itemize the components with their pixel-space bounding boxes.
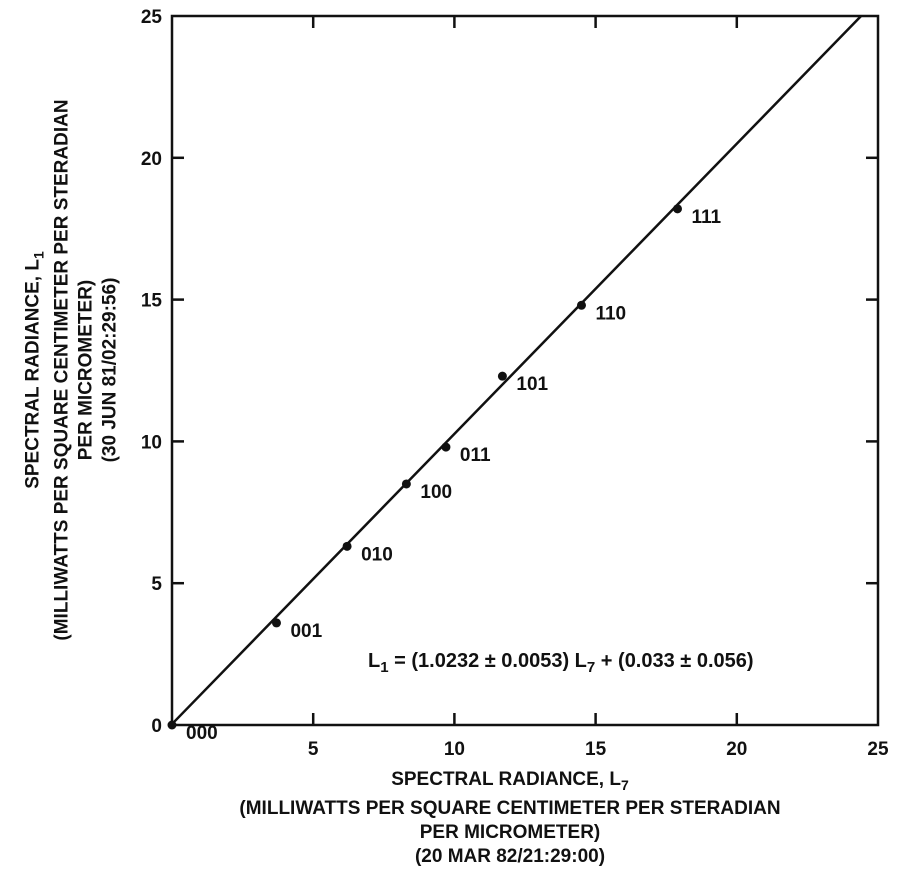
equation-rhs-sub: 7 — [586, 659, 596, 676]
y-axis-title: SPECTRAL RADIANCE, L1 — [22, 0, 51, 750]
y-axis-units: (MILLIWATTS PER SQUARE CENTIMETER PER ST… — [51, 99, 73, 641]
point-label: 001 — [290, 621, 322, 642]
axis-ticks — [172, 16, 878, 725]
equation-intercept: + (0.033 ± 0.056) — [595, 650, 754, 672]
x-tick-label: 25 — [867, 739, 889, 760]
y-tick-label: 20 — [141, 149, 162, 170]
x-axis-label: SPECTRAL RADIANCE, L7 (MILLIWATTS PER SQ… — [130, 768, 890, 869]
plot-border — [170, 14, 880, 727]
x-axis-units-cont: PER MICROMETER) — [419, 821, 601, 843]
point-label: 000 — [186, 723, 218, 744]
x-axis-title-text: SPECTRAL RADIANCE, L — [391, 769, 621, 790]
point-label: 011 — [460, 445, 491, 466]
y-axis-date: (30 JUN 81/02:29:56) — [99, 277, 121, 463]
equation-lhs: L — [368, 650, 381, 672]
point-label: 010 — [361, 544, 393, 565]
data-point — [576, 300, 586, 310]
x-tick-label: 15 — [585, 739, 607, 760]
data-point — [497, 371, 507, 381]
data-point — [441, 442, 451, 452]
x-axis-title: SPECTRAL RADIANCE, L7 — [130, 768, 890, 797]
regression-line — [171, 15, 862, 725]
equation-lhs-sub: 1 — [380, 659, 389, 676]
y-tick-label: 15 — [141, 291, 163, 312]
data-point — [167, 720, 177, 730]
point-label: 101 — [516, 374, 548, 395]
tick-labels: 5 10 15 20 25 0 5 10 15 20 25 — [141, 7, 889, 760]
y-axis-title-text: SPECTRAL RADIANCE, L — [22, 259, 44, 489]
y-tick-label: 25 — [141, 7, 163, 28]
data-point — [342, 541, 352, 551]
data-point — [401, 479, 411, 489]
plot-frame — [170, 14, 880, 727]
data-point — [271, 618, 281, 628]
x-axis-units: (MILLIWATTS PER SQUARE CENTIMETER PER ST… — [239, 797, 781, 819]
data-point — [672, 204, 682, 214]
fit-equation: L1 = (1.0232 ± 0.0053) L7 + (0.033 ± 0.0… — [368, 650, 754, 676]
y-tick-label: 10 — [141, 432, 162, 453]
x-axis-title-sub: 7 — [620, 776, 629, 793]
x-axis-date: (20 MAR 82/21:29:00) — [414, 845, 606, 867]
y-tick-label: 5 — [151, 574, 162, 595]
data-points: 000 001 010 100 011 101 110 111 — [167, 204, 722, 744]
x-tick-label: 20 — [726, 739, 747, 760]
point-label: 111 — [691, 207, 721, 228]
fit-line — [171, 15, 862, 725]
x-tick-label: 10 — [444, 739, 465, 760]
point-label: 110 — [595, 303, 626, 324]
y-tick-label: 0 — [151, 716, 162, 737]
equation-coef: = (1.0232 ± 0.0053) L — [388, 650, 587, 672]
point-label: 100 — [420, 482, 452, 503]
y-axis-title-sub: 1 — [30, 251, 47, 260]
x-tick-label: 5 — [308, 739, 319, 760]
y-axis-units-cont: PER MICROMETER) — [75, 279, 97, 461]
y-axis-label: SPECTRAL RADIANCE, L1 (MILLIWATTS PER SQ… — [22, 0, 123, 750]
